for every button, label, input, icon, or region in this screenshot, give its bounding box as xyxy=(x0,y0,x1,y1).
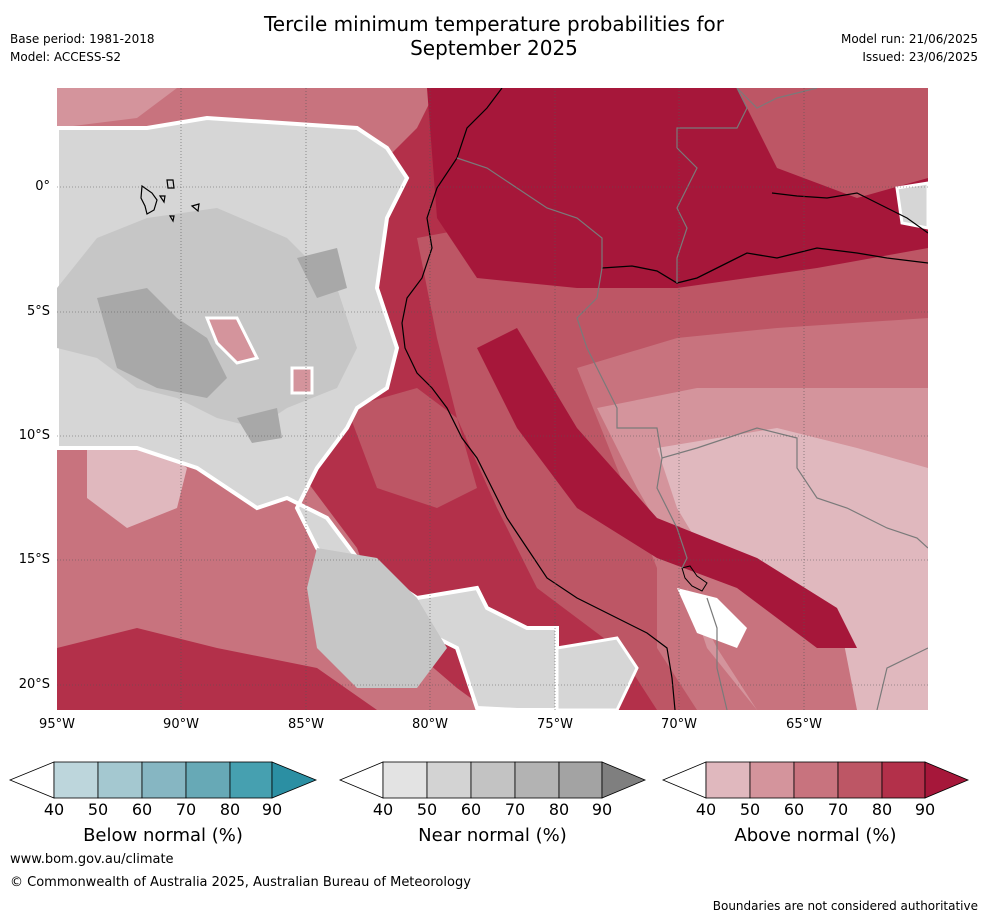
below-tick-40: 40 xyxy=(43,800,65,819)
lon-label-75w: 75°W xyxy=(537,717,573,732)
amazon-river xyxy=(601,247,928,284)
above-tick-40: 40 xyxy=(695,800,717,819)
lat-label-10s: 10°S xyxy=(18,428,50,443)
graticule xyxy=(57,88,928,710)
above-tick-90: 90 xyxy=(914,800,936,819)
near-tick-60: 60 xyxy=(460,800,482,819)
below-tick-80: 80 xyxy=(219,800,241,819)
above-tick-80: 80 xyxy=(871,800,893,819)
map-canvas xyxy=(57,88,928,710)
meta-right: Model run: 21/06/2025 Issued: 23/06/2025 xyxy=(841,30,978,66)
above-tick-70: 70 xyxy=(827,800,849,819)
lon-label-95w: 95°W xyxy=(39,717,75,732)
near-tick-50: 50 xyxy=(416,800,438,819)
near-normal-label: Near normal (%) xyxy=(418,825,567,846)
coastline xyxy=(401,88,676,710)
zone-above-60-nw xyxy=(57,88,177,128)
zone-above-80-coast xyxy=(347,388,477,508)
zone-near-70-patch-a xyxy=(97,288,227,398)
lake-titicaca xyxy=(681,565,708,592)
above-tick-60: 60 xyxy=(783,800,805,819)
lon-label-85w: 85°W xyxy=(288,717,324,732)
above-tick-50: 50 xyxy=(739,800,761,819)
above-normal-label: Above normal (%) xyxy=(734,825,897,846)
model-run: Model run: 21/06/2025 xyxy=(840,32,978,46)
source-url: www.bom.gov.au/climate xyxy=(10,852,174,867)
colorbar-near-normal xyxy=(338,761,647,799)
near-tick-70: 70 xyxy=(504,800,526,819)
zone-above-90-sw xyxy=(57,628,377,710)
title-line-1: Tercile minimum temperature probabilitie… xyxy=(263,12,725,36)
issued-date: Issued: 23/06/2025 xyxy=(862,50,978,64)
map-title: Tercile minimum temperature probabilitie… xyxy=(0,12,988,60)
zone-above-80-ne xyxy=(737,88,928,198)
disclaimer: Boundaries are not considered authoritat… xyxy=(712,899,978,913)
meta-left: Base period: 1981-2018 Model: ACCESS-S2 xyxy=(10,30,155,66)
colorbar-below-normal xyxy=(8,761,318,799)
lat-label-15s: 15°S xyxy=(18,552,50,567)
below-normal-label: Below normal (%) xyxy=(83,825,243,846)
lat-label-5s: 5°S xyxy=(26,304,50,319)
near-tick-80: 80 xyxy=(548,800,570,819)
galapagos-islands xyxy=(140,179,200,223)
lon-label-90w: 90°W xyxy=(163,717,199,732)
zone-above-max-andes xyxy=(477,328,857,648)
zone-near-70-patch-c xyxy=(237,408,282,443)
zone-above-50-east xyxy=(657,428,928,710)
zone-white-titicaca xyxy=(677,588,747,648)
model-name: Model: ACCESS-S2 xyxy=(10,50,122,64)
negro-river xyxy=(771,192,928,234)
probability-map xyxy=(57,88,928,710)
country-borders xyxy=(456,88,928,710)
lon-label-70w: 70°W xyxy=(661,717,697,732)
below-tick-60: 60 xyxy=(131,800,153,819)
zone-above-50-sw-patch xyxy=(87,438,187,528)
lat-label-20s: 20°S xyxy=(18,677,50,692)
zone-near-60-south xyxy=(307,548,447,688)
lon-label-65w: 65°W xyxy=(786,717,822,732)
copyright: © Commonwealth of Australia 2025, Austra… xyxy=(10,875,471,890)
near-tick-40: 40 xyxy=(372,800,394,819)
lat-label-0: 0° xyxy=(35,179,50,194)
colorbars xyxy=(8,761,970,799)
below-tick-90: 90 xyxy=(261,800,283,819)
colorbar-above-normal xyxy=(661,761,970,799)
below-tick-70: 70 xyxy=(175,800,197,819)
zone-above-islet-b xyxy=(290,366,314,395)
near-tick-90: 90 xyxy=(591,800,613,819)
base-period: Base period: 1981-2018 xyxy=(10,32,155,46)
zone-near-40-south-patch xyxy=(555,636,639,710)
title-line-2: September 2025 xyxy=(410,36,578,60)
zone-near-70-patch-b xyxy=(297,248,347,298)
lon-label-80w: 80°W xyxy=(412,717,448,732)
below-tick-50: 50 xyxy=(87,800,109,819)
zone-above-islet-a xyxy=(204,316,260,365)
